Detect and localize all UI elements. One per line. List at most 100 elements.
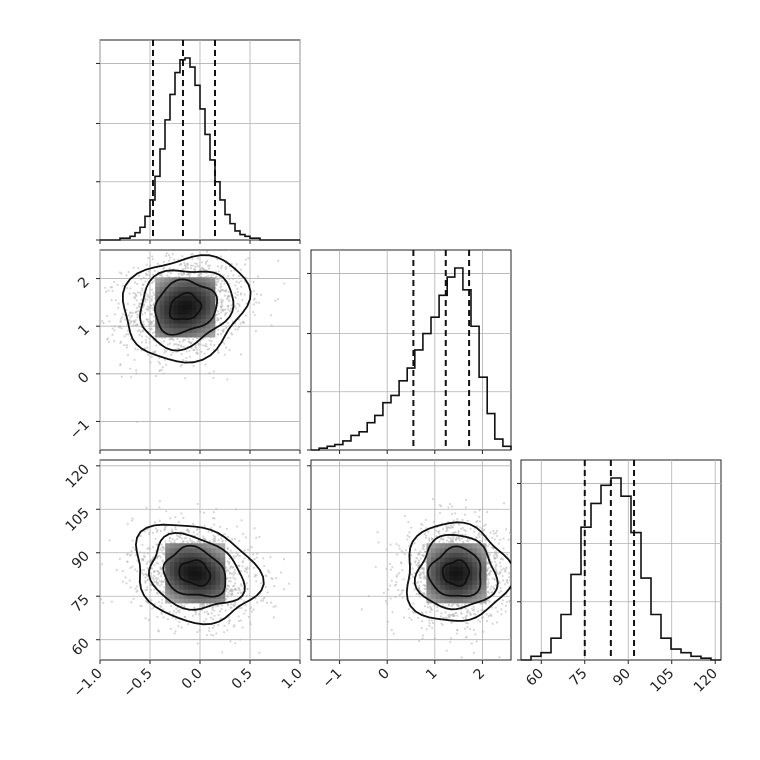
density-cell [467, 570, 473, 576]
sample-point [189, 264, 193, 267]
sample-point [149, 589, 153, 592]
sample-point [220, 266, 223, 270]
density-cell [215, 579, 221, 586]
sample-point [210, 633, 213, 637]
density-cell [187, 295, 193, 301]
sample-point [481, 537, 484, 540]
sample-point [196, 502, 199, 506]
sample-point [488, 599, 491, 602]
sample-point [215, 283, 218, 286]
density-cell [201, 277, 207, 283]
sample-point [113, 313, 116, 316]
sample-point [126, 560, 129, 563]
sample-point [126, 302, 130, 305]
sample-point [243, 570, 246, 573]
sample-point [500, 613, 503, 616]
sample-point [141, 283, 144, 287]
sample-point [398, 593, 401, 596]
sample-point [182, 516, 185, 520]
sample-point [226, 240, 228, 242]
density-cell [188, 547, 194, 553]
sample-point [183, 261, 186, 265]
sample-point [141, 329, 145, 332]
sample-point [268, 571, 271, 574]
sample-point [221, 651, 224, 654]
sample-point [217, 312, 220, 316]
sample-point [406, 534, 409, 537]
sample-point [504, 604, 508, 607]
density-cell [472, 593, 478, 599]
sample-point [144, 347, 147, 350]
sample-point [495, 552, 498, 555]
sample-point [236, 328, 239, 331]
sample-point [115, 569, 118, 572]
sample-point [129, 287, 132, 290]
density-cell [467, 589, 473, 595]
sample-point [467, 540, 470, 543]
density-cell [168, 295, 175, 301]
sample-point [397, 588, 400, 592]
density-cell [159, 300, 165, 306]
density-cell [481, 547, 487, 553]
sample-point [140, 335, 143, 338]
sample-point [198, 265, 201, 268]
sample-point [239, 268, 242, 271]
density-cell [169, 579, 175, 586]
density-cell [463, 598, 469, 604]
sample-point [518, 560, 520, 562]
sample-point [413, 542, 416, 545]
sample-point [472, 628, 475, 631]
sample-point [231, 590, 234, 593]
density-cell [197, 557, 203, 563]
density-cell [472, 584, 478, 590]
density-cell [197, 589, 203, 595]
sample-point [131, 565, 134, 568]
density-cell [173, 327, 179, 333]
sample-point [167, 259, 171, 262]
sample-point [470, 642, 473, 645]
density-cell [164, 300, 170, 306]
sample-point [493, 538, 497, 541]
sample-point [202, 511, 206, 514]
sample-point [113, 280, 116, 284]
density-cell [476, 547, 482, 553]
sample-point [228, 580, 231, 583]
sample-point [180, 363, 183, 366]
sample-point [171, 530, 174, 533]
sample-point [473, 530, 476, 533]
sample-point [446, 526, 449, 529]
sample-point [155, 344, 158, 347]
sample-point [434, 529, 438, 532]
sample-point [464, 615, 467, 618]
contour-line [413, 533, 499, 611]
sample-point [156, 569, 159, 573]
sample-point [162, 590, 165, 593]
sample-point [173, 343, 176, 346]
sample-point [495, 621, 499, 624]
sample-point [182, 359, 185, 362]
sample-point [132, 546, 135, 549]
density-cell [197, 561, 203, 567]
density-cell [169, 598, 175, 604]
sample-point [227, 305, 230, 308]
sample-point [207, 530, 210, 533]
sample-point [427, 602, 430, 606]
density-cell [174, 561, 180, 567]
sample-point [136, 313, 139, 316]
sample-point [181, 267, 184, 271]
sample-point [132, 324, 135, 327]
sample-point [241, 561, 244, 564]
sample-point [207, 247, 209, 249]
sample-point [217, 538, 220, 542]
sample-point [431, 621, 435, 625]
sample-point [178, 609, 181, 612]
density-cell [182, 300, 188, 306]
sample-point [234, 588, 237, 591]
sample-point [145, 335, 148, 338]
density-cell [187, 300, 193, 306]
sample-point [237, 325, 240, 329]
sample-point [180, 537, 183, 540]
sample-point [437, 532, 441, 535]
density-cell [187, 332, 193, 338]
sample-point [490, 569, 493, 572]
